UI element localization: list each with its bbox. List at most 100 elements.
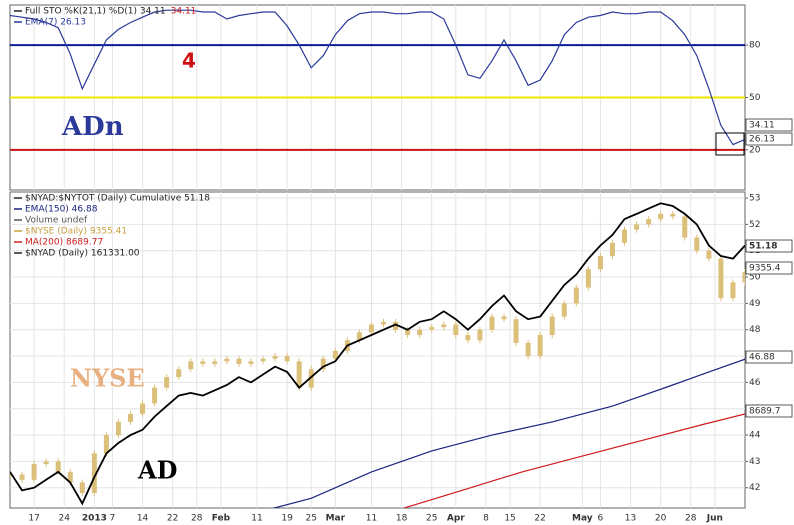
series-line	[402, 413, 745, 508]
annotation: 4	[182, 49, 196, 73]
candle	[742, 271, 745, 283]
x-tick-label: 13	[625, 514, 636, 524]
legend-label: 34.11	[171, 7, 197, 17]
x-tick-label: 2013	[82, 514, 107, 524]
candle	[597, 255, 603, 270]
axis-tag-box	[745, 404, 793, 418]
axis-tag-box	[745, 350, 793, 364]
candle	[682, 216, 688, 238]
candle	[212, 361, 218, 364]
candle	[718, 258, 724, 299]
candle	[308, 369, 314, 388]
candle	[140, 403, 146, 414]
axis-tag: 34.11	[749, 121, 775, 131]
candle	[513, 319, 519, 343]
axis-tag: 9355.4	[749, 264, 781, 274]
candle	[43, 461, 49, 465]
candle	[55, 461, 61, 472]
candle	[176, 369, 182, 378]
candle	[429, 327, 435, 330]
x-tick-label: 18	[396, 514, 408, 524]
x-tick-label: 14	[137, 514, 149, 524]
candle	[622, 229, 628, 243]
candle	[525, 342, 531, 357]
x-tick-label: 17	[28, 514, 39, 524]
y-tick-label: 43	[749, 457, 760, 467]
x-tick-label: Feb	[212, 514, 231, 524]
series-line	[10, 202, 745, 506]
x-tick-label: 25	[426, 514, 437, 524]
candle	[585, 269, 591, 288]
axis-tag-box	[745, 239, 793, 253]
candle	[694, 237, 700, 251]
bottom-panel	[9, 191, 746, 509]
candle	[658, 213, 664, 220]
candle	[489, 316, 495, 330]
candle	[127, 413, 133, 422]
x-tick-label: Apr	[447, 514, 465, 524]
candle	[320, 358, 326, 370]
y-tick-label: 20	[749, 145, 761, 155]
candle	[453, 324, 459, 335]
candle	[670, 213, 676, 217]
candle	[441, 324, 447, 328]
y-tick-label: 44	[749, 431, 761, 441]
axis-tag-box	[745, 261, 793, 275]
x-tick-label: 20	[655, 514, 667, 524]
x-tick-label: 24	[58, 514, 70, 524]
y-tick-label: 49	[749, 299, 761, 309]
y-tick-label: 80	[749, 41, 761, 51]
candle	[417, 329, 423, 335]
candle	[549, 316, 555, 335]
candle	[200, 361, 206, 364]
candle	[332, 350, 338, 359]
axis-tag-box	[745, 132, 793, 146]
series-line	[10, 9, 745, 146]
plot-area	[10, 5, 745, 190]
candle	[609, 242, 615, 256]
candle	[272, 356, 278, 359]
candle	[477, 329, 483, 341]
legend-label: EMA(150) 46.88	[25, 205, 98, 215]
candle	[634, 224, 640, 230]
y-tick-label: 52	[749, 220, 760, 230]
x-tick-label: 19	[281, 514, 293, 524]
candle	[296, 361, 302, 388]
x-tick-label: Jun	[706, 514, 723, 524]
candle	[19, 474, 25, 480]
candle	[91, 453, 97, 493]
x-tick-label: Mar	[326, 514, 346, 524]
candle	[465, 334, 471, 341]
candle	[537, 334, 543, 357]
legend-label: $NYSE (Daily) 9355.41	[25, 227, 127, 237]
legend-label: Full STO %K(21,1) %D(1) 34.11	[25, 7, 166, 17]
candle	[103, 435, 109, 454]
x-tick-label: 22	[167, 514, 178, 524]
candle	[284, 356, 290, 362]
x-tick-label: 28	[685, 514, 697, 524]
candle	[224, 358, 230, 362]
series-line	[271, 358, 745, 508]
candle	[561, 303, 567, 317]
y-tick-label: 42	[749, 483, 760, 493]
x-tick-label: 22	[534, 514, 545, 524]
x-tick-label: 11	[251, 514, 262, 524]
candle	[260, 358, 266, 362]
candle	[501, 316, 507, 320]
candle	[248, 361, 254, 364]
x-tick-label: 11	[366, 514, 377, 524]
candle	[368, 324, 374, 333]
y-tick-label: 50	[749, 93, 761, 103]
x-tick-label: 15	[504, 514, 515, 524]
candle	[67, 471, 73, 483]
x-tick-label: May	[572, 514, 593, 524]
candle	[646, 219, 652, 225]
y-tick-label: 46	[749, 378, 761, 388]
candle	[393, 321, 399, 330]
axis-tag-box	[745, 118, 793, 132]
annotation: ADn	[61, 112, 124, 142]
candle	[381, 321, 387, 325]
legend-label: $NYAD:$NYTOT (Daily) Cumulative 51.18	[25, 194, 210, 204]
x-tick-label: 6	[598, 514, 604, 524]
candle	[115, 421, 121, 436]
